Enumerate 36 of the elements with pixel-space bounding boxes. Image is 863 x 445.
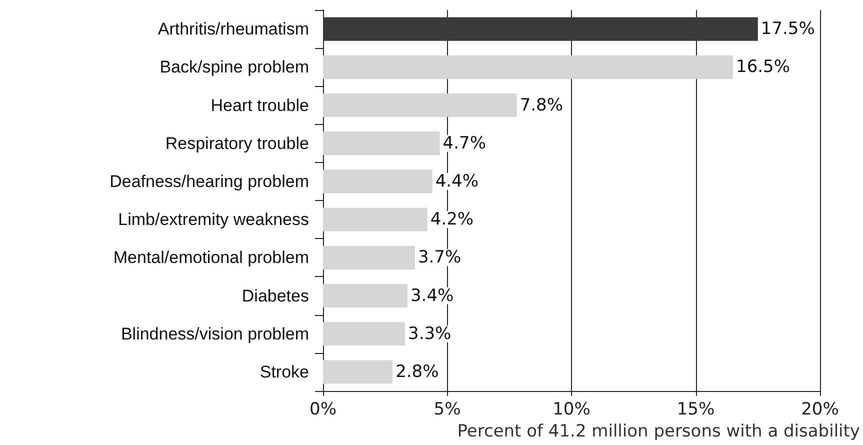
data-label: 3.7% — [418, 248, 462, 268]
x-tick-label: 20% — [801, 400, 839, 420]
data-label: 4.2% — [430, 210, 474, 230]
bar — [323, 17, 758, 41]
y-tick-label: Back/spine problem — [160, 58, 309, 77]
data-label: 3.4% — [410, 286, 454, 306]
bar — [323, 132, 440, 156]
x-axis-title: Percent of 41.2 million persons with a disability — [457, 422, 860, 442]
x-tick-label: 5% — [434, 400, 461, 420]
y-tick-label: Limb/extremity weakness — [118, 210, 309, 230]
bar — [323, 322, 406, 346]
bar — [323, 170, 432, 194]
bar — [323, 55, 734, 79]
data-label: 16.5% — [736, 57, 790, 78]
data-label: 4.7% — [442, 133, 486, 154]
y-tick-label: Deafness/hearing problem — [110, 172, 309, 191]
data-label: 17.5% — [760, 19, 815, 40]
x-tick-label: 10% — [552, 400, 590, 420]
y-tick-label: Mental/emotional problem — [113, 248, 309, 268]
x-tick-label: 15% — [676, 400, 715, 420]
bar — [323, 360, 393, 384]
data-label: 7.8% — [520, 95, 564, 116]
bar — [323, 93, 517, 118]
y-tick-label: Blindness/vision problem — [120, 324, 309, 344]
y-tick-label: Arthritis/rheumatism — [158, 20, 309, 39]
y-tick-label: Respiratory trouble — [165, 134, 309, 153]
data-label: 3.3% — [408, 324, 452, 344]
y-tick-label: Heart trouble — [210, 96, 309, 115]
data-label: 2.8% — [396, 362, 439, 382]
y-tick-label: Stroke — [260, 362, 309, 382]
bar — [323, 284, 408, 308]
x-tick-label: 0% — [310, 400, 336, 420]
y-tick-label: Diabetes — [242, 286, 309, 306]
bar — [323, 208, 428, 232]
bar — [323, 246, 415, 270]
data-label: 4.4% — [435, 171, 479, 192]
